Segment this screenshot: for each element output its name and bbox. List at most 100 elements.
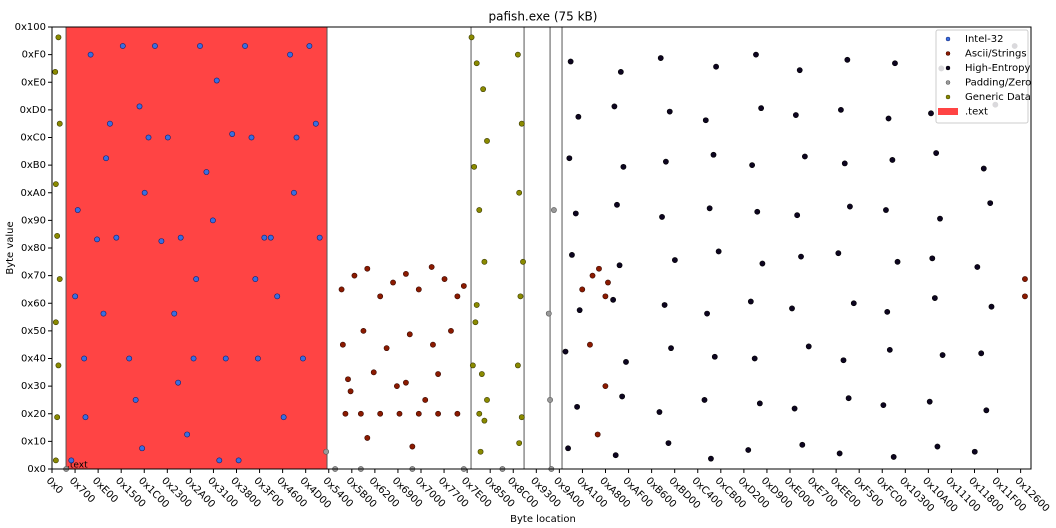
data-point xyxy=(477,448,484,455)
legend-marker xyxy=(945,36,951,42)
data-point xyxy=(252,276,259,282)
data-point xyxy=(880,402,887,409)
y-tick-label: 0xF0 xyxy=(22,50,46,61)
data-point xyxy=(547,397,553,403)
data-point xyxy=(152,43,158,49)
data-point xyxy=(661,302,668,308)
data-point xyxy=(242,43,248,49)
data-point xyxy=(209,217,216,224)
data-point xyxy=(758,105,765,112)
data-point xyxy=(844,56,851,63)
x-axis-label: Byte location xyxy=(510,514,576,525)
data-point xyxy=(164,134,171,141)
data-point xyxy=(377,410,384,417)
data-point xyxy=(94,236,100,243)
data-point xyxy=(1022,276,1028,282)
data-point xyxy=(702,117,709,124)
data-point xyxy=(190,355,197,362)
data-point xyxy=(605,279,611,286)
data-point xyxy=(55,362,62,369)
data-point xyxy=(792,112,799,118)
data-point xyxy=(255,355,261,362)
data-point xyxy=(480,86,487,93)
x-tick-label: 0x0 xyxy=(44,475,65,496)
data-point xyxy=(710,151,717,158)
data-point xyxy=(668,345,674,352)
data-point xyxy=(974,264,981,270)
data-point xyxy=(520,258,526,265)
data-point xyxy=(751,355,758,362)
data-point xyxy=(926,398,933,405)
data-point xyxy=(937,215,943,222)
data-point xyxy=(107,120,113,127)
data-point xyxy=(274,293,281,300)
data-point xyxy=(850,300,857,307)
legend-label: Intel-32 xyxy=(965,34,1003,45)
data-point xyxy=(594,431,601,438)
data-point xyxy=(481,258,488,265)
y-tick-label: 0xC0 xyxy=(20,133,46,144)
data-point xyxy=(394,383,400,390)
data-point xyxy=(749,162,756,169)
data-point xyxy=(587,341,593,348)
data-point xyxy=(745,447,752,453)
data-point xyxy=(565,445,571,452)
data-point xyxy=(518,120,525,127)
legend-marker xyxy=(945,65,951,71)
data-point xyxy=(213,77,220,84)
data-point xyxy=(928,110,934,117)
data-point xyxy=(113,234,120,241)
data-point xyxy=(988,303,995,310)
data-point xyxy=(81,355,88,362)
data-point xyxy=(892,60,898,67)
data-point xyxy=(715,248,722,255)
legend-marker xyxy=(945,80,951,85)
data-point xyxy=(175,379,182,386)
data-point xyxy=(971,448,978,455)
data-point xyxy=(706,205,713,212)
data-point xyxy=(890,454,897,460)
data-point xyxy=(805,343,812,350)
data-point xyxy=(216,457,223,464)
data-point xyxy=(54,414,61,421)
data-point xyxy=(300,355,306,362)
y-tick-label: 0x60 xyxy=(21,298,46,309)
data-point xyxy=(141,189,148,196)
data-point xyxy=(939,352,946,358)
data-point xyxy=(132,397,139,403)
data-point xyxy=(759,260,766,267)
data-point xyxy=(56,120,63,127)
data-point xyxy=(422,397,429,403)
data-point xyxy=(847,203,853,210)
data-point xyxy=(662,158,669,165)
data-point xyxy=(287,51,293,58)
data-point xyxy=(468,34,475,41)
data-point xyxy=(312,120,319,127)
data-point xyxy=(835,250,842,257)
data-point xyxy=(52,68,59,75)
data-point xyxy=(428,264,435,270)
data-point xyxy=(478,371,485,377)
data-point xyxy=(567,58,574,65)
data-point xyxy=(82,414,89,421)
data-point xyxy=(342,410,349,417)
data-point xyxy=(229,131,236,137)
data-point xyxy=(484,138,490,144)
data-point xyxy=(747,298,754,305)
y-tick-label: 0xB0 xyxy=(20,160,46,171)
y-tick-label: 0x10 xyxy=(21,436,46,447)
legend-label: Padding/Zero xyxy=(965,78,1031,89)
data-point xyxy=(377,293,384,300)
y-tick-label: 0x0 xyxy=(27,464,46,475)
data-point xyxy=(841,160,848,167)
y-tick-label: 0x20 xyxy=(21,409,46,420)
y-tick-label: 0x80 xyxy=(21,243,46,254)
data-point xyxy=(481,417,488,424)
data-point xyxy=(801,153,808,160)
data-point xyxy=(656,409,663,415)
data-point xyxy=(338,286,345,293)
y-tick-label: 0xA0 xyxy=(21,188,46,199)
data-point xyxy=(987,200,994,207)
legend: Intel-32 Ascii/Strings High-Entropy Padding… xyxy=(935,29,1031,124)
